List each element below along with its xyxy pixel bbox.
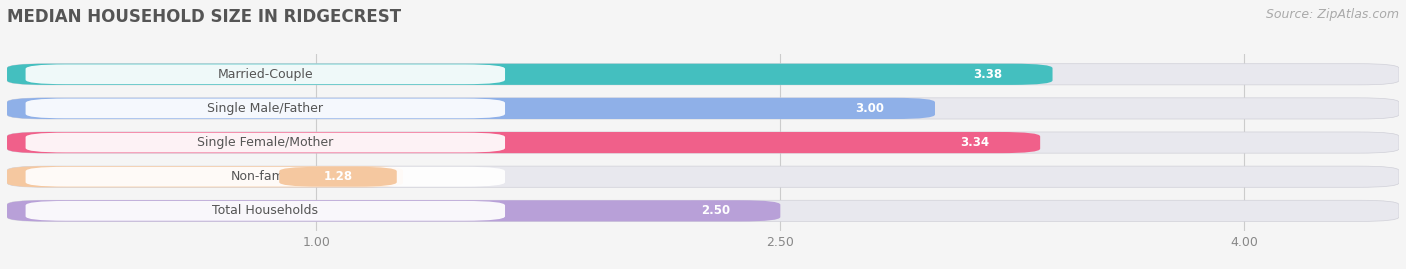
FancyBboxPatch shape xyxy=(7,166,1399,187)
FancyBboxPatch shape xyxy=(25,64,505,84)
FancyBboxPatch shape xyxy=(7,166,404,187)
Text: 3.00: 3.00 xyxy=(855,102,884,115)
FancyBboxPatch shape xyxy=(917,133,1033,153)
FancyBboxPatch shape xyxy=(7,64,1399,85)
FancyBboxPatch shape xyxy=(7,98,1399,119)
Text: Non-family: Non-family xyxy=(231,170,299,183)
FancyBboxPatch shape xyxy=(7,132,1399,153)
FancyBboxPatch shape xyxy=(7,200,780,221)
FancyBboxPatch shape xyxy=(280,167,396,187)
Text: 3.38: 3.38 xyxy=(973,68,1002,81)
Text: 3.34: 3.34 xyxy=(960,136,990,149)
FancyBboxPatch shape xyxy=(25,98,505,118)
FancyBboxPatch shape xyxy=(25,201,505,221)
FancyBboxPatch shape xyxy=(7,98,935,119)
FancyBboxPatch shape xyxy=(7,200,1399,221)
Text: Married-Couple: Married-Couple xyxy=(218,68,314,81)
FancyBboxPatch shape xyxy=(7,132,1040,153)
Text: 2.50: 2.50 xyxy=(700,204,730,217)
Text: Total Households: Total Households xyxy=(212,204,318,217)
FancyBboxPatch shape xyxy=(25,167,505,187)
FancyBboxPatch shape xyxy=(657,201,775,221)
Text: MEDIAN HOUSEHOLD SIZE IN RIDGECREST: MEDIAN HOUSEHOLD SIZE IN RIDGECREST xyxy=(7,8,401,26)
FancyBboxPatch shape xyxy=(811,98,929,118)
Text: 1.28: 1.28 xyxy=(323,170,353,183)
FancyBboxPatch shape xyxy=(929,64,1046,84)
FancyBboxPatch shape xyxy=(25,133,505,153)
Text: Source: ZipAtlas.com: Source: ZipAtlas.com xyxy=(1265,8,1399,21)
Text: Single Male/Father: Single Male/Father xyxy=(207,102,323,115)
Text: Single Female/Mother: Single Female/Mother xyxy=(197,136,333,149)
FancyBboxPatch shape xyxy=(7,64,1053,85)
